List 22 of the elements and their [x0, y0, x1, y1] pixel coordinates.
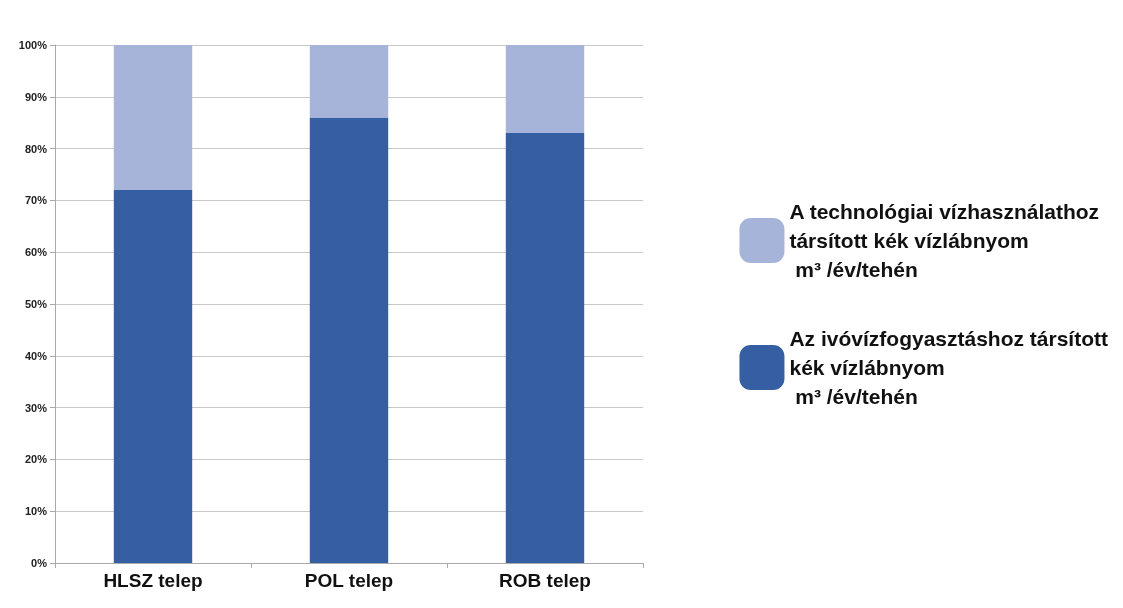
legend-label: A technológiai vízhasználathoz társított kék vízlábnyom m³ /év/tehén	[789, 200, 1100, 281]
bar	[309, 45, 389, 118]
y-tick-label: 10%	[24, 505, 48, 518]
bar	[505, 45, 585, 134]
legend-label: Az ivóvízfogyasztáshoz társított kék vízlábnyom m³ /év/tehén	[789, 327, 1109, 408]
y-tick-label: 90%	[24, 90, 48, 103]
y-tick-label: 80%	[24, 142, 48, 155]
bar	[309, 117, 389, 563]
x-tick-label: ROB telep	[499, 570, 591, 591]
x-tick-label: POL telep	[304, 570, 394, 591]
y-tick-label: 100%	[18, 39, 48, 51]
bar	[113, 190, 193, 563]
y-tick-label: 50%	[24, 298, 48, 310]
y-tick-label: 20%	[24, 453, 48, 466]
x-tick-label: HLSZ telep	[103, 570, 203, 591]
y-tick-label: 70%	[24, 194, 48, 207]
y-tick-label: 0%	[31, 557, 48, 569]
bar	[113, 45, 193, 191]
y-tick-label: 60%	[24, 246, 48, 259]
y-tick-label: 30%	[24, 401, 48, 414]
y-tick-label: 40%	[24, 349, 48, 362]
bar	[505, 133, 585, 563]
